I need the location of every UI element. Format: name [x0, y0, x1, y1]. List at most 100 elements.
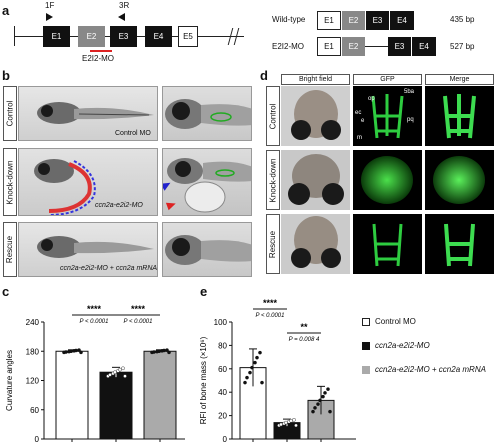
panel-label-d: d: [260, 68, 268, 83]
head-brightfield-illustration: [291, 216, 341, 268]
merge-illustration: [443, 94, 476, 139]
merge-illustration: [444, 223, 475, 267]
micro-merge-knockdown: [425, 150, 494, 210]
data-point: [250, 365, 254, 370]
bar: [99, 371, 133, 440]
data-point: [113, 370, 117, 375]
mo-exon-e1: E1: [317, 37, 341, 56]
data-point: [64, 350, 68, 354]
larva-illustration: [37, 236, 154, 258]
wt-exon-e4: E4: [390, 11, 414, 30]
legend-swatch: [362, 366, 370, 374]
mo-exon-e3: E3: [388, 37, 411, 56]
caption-control-mo: Control MO: [115, 130, 151, 137]
wt-exon-e2: E2: [342, 11, 365, 30]
fish-closeup-control: [162, 86, 252, 141]
row-label-rescue-d: Rescue: [266, 214, 280, 274]
micro-merge-control: [425, 86, 494, 146]
merge-illustration: [433, 156, 485, 204]
annotation-5ba: 5ba: [404, 89, 415, 95]
data-point: [313, 406, 317, 410]
exon-e4: E4: [145, 26, 172, 47]
significance-stars: ****: [131, 304, 146, 314]
panel-label-b: b: [2, 68, 10, 83]
gene-start-tick: [14, 26, 15, 46]
caption-rescue: ccn2a-e2i2-MO + ccn2a mRNA: [60, 265, 158, 272]
micro-merge-rescue: [425, 214, 494, 274]
primer-r-arrow: [118, 13, 125, 21]
data-point: [318, 398, 322, 403]
micro-brightfield-control: [281, 86, 350, 146]
primer-f-label: 1F: [45, 1, 55, 10]
data-point: [284, 420, 288, 425]
y-tick-label: 0: [35, 435, 40, 444]
cartilage-gfp-illustration: [372, 223, 403, 267]
significance-stars: **: [300, 322, 308, 332]
data-point: [162, 348, 166, 353]
caption-knockdown: ccn2a-e2i2-MO: [95, 202, 143, 209]
head-brightfield-illustration: [291, 90, 341, 140]
chart-bone-mass: 0 20 40 60 80 100 RFI of bone mass (×10⁶) **** P…: [199, 298, 356, 444]
wt-exon-e1: E1: [317, 11, 341, 30]
exon-e2: E2: [78, 26, 105, 47]
y-tick-label: 20: [218, 412, 227, 421]
panel-label-c: c: [2, 284, 10, 299]
larva-illustration: [34, 159, 96, 215]
row-label-knockdown-d: Knock-down: [266, 150, 280, 210]
data-point: [167, 350, 171, 355]
row-label-control: Control: [3, 86, 17, 141]
data-point: [123, 374, 127, 378]
micro-brightfield-rescue: [281, 214, 350, 274]
transcript-name: Wild-type: [272, 15, 306, 24]
diffuse-gfp-illustration: [361, 156, 413, 204]
data-point: [152, 350, 156, 354]
data-point: [69, 349, 73, 354]
exon-e1: E1: [43, 26, 70, 47]
fish-closeup-knockdown: [162, 148, 252, 216]
morpholino-site-mark: [90, 50, 112, 52]
legend-label: ccn2a-e2i2-MO + ccn2a mRNA: [375, 365, 486, 374]
panel-label-a: a: [2, 3, 10, 18]
data-point: [253, 360, 257, 365]
data-point: [321, 394, 325, 399]
data-point: [243, 380, 247, 385]
y-tick-label: 0: [223, 435, 228, 444]
annotation-op: op: [368, 96, 375, 102]
micro-gfp-rescue: [353, 214, 422, 274]
y-tick-label: 180: [26, 347, 40, 356]
transcript-name: E2I2-MO: [272, 42, 305, 51]
y-axis-label: Curvature angles: [5, 350, 14, 411]
data-point: [326, 387, 330, 391]
data-point: [108, 373, 112, 377]
exon-e5: E5: [178, 26, 198, 47]
morpholino-label: E2I2-MO: [82, 54, 115, 63]
y-tick-label: 80: [218, 341, 227, 350]
legend-swatch: [362, 318, 370, 326]
primer-r-label: 3R: [119, 1, 130, 10]
larva-closeup-illustration: [165, 235, 251, 265]
data-point: [79, 350, 83, 355]
cartilage-gfp-illustration: [371, 94, 404, 139]
data-point: [157, 349, 161, 354]
data-point: [260, 380, 264, 385]
data-point: [316, 402, 320, 406]
data-point: [328, 409, 332, 414]
y-axis-label: RFI of bone mass (×10⁶): [199, 336, 208, 424]
bar: [55, 350, 89, 440]
annotation-pq: pq: [407, 117, 414, 123]
wt-exon-e3: E3: [366, 11, 389, 30]
bar: [143, 350, 177, 440]
data-point: [121, 366, 125, 371]
fish-image-knockdown: [18, 148, 158, 216]
y-tick-label: 60: [30, 406, 39, 415]
exon-e3: E3: [110, 26, 137, 47]
data-point: [74, 348, 78, 353]
fish-image-control: [18, 86, 158, 141]
primer-f-arrow: [46, 13, 53, 21]
row-label-rescue: Rescue: [3, 222, 17, 277]
row-label-knockdown: Knock-down: [3, 148, 17, 216]
y-tick-label: 100: [214, 318, 228, 327]
y-tick-label: 120: [26, 377, 40, 386]
p-value-label: P = 0.008 4: [289, 337, 320, 343]
significance-stars: ****: [87, 304, 102, 314]
